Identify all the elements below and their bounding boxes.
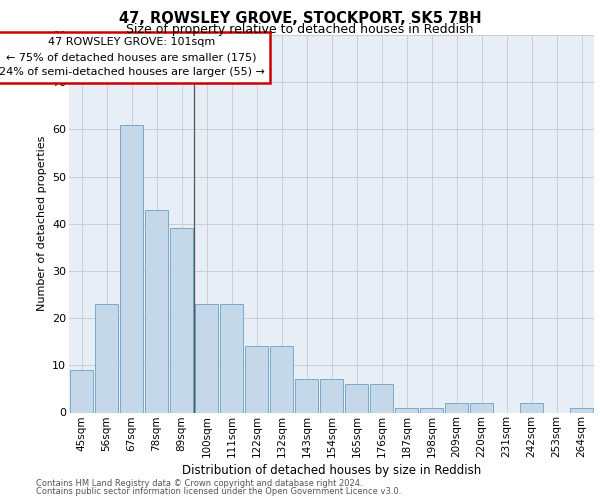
Text: Contains public sector information licensed under the Open Government Licence v3: Contains public sector information licen… (36, 487, 401, 496)
Bar (194, 304, 218, 412)
Bar (70, 370, 94, 412)
Bar (445, 403, 469, 412)
Text: Size of property relative to detached houses in Reddish: Size of property relative to detached ho… (126, 22, 474, 36)
Bar (344, 384, 368, 412)
Y-axis label: Number of detached properties: Number of detached properties (37, 136, 47, 312)
X-axis label: Distribution of detached houses by size in Reddish: Distribution of detached houses by size … (182, 464, 481, 477)
Bar (245, 346, 268, 412)
Bar (470, 403, 493, 412)
Bar (95, 304, 118, 412)
Text: 47 ROWSLEY GROVE: 101sqm
← 75% of detached houses are smaller (175)
24% of semi-: 47 ROWSLEY GROVE: 101sqm ← 75% of detach… (0, 38, 265, 77)
Bar (520, 403, 544, 412)
Bar (220, 304, 244, 412)
Bar (145, 210, 169, 412)
Text: 47, ROWSLEY GROVE, STOCKPORT, SK5 7BH: 47, ROWSLEY GROVE, STOCKPORT, SK5 7BH (119, 11, 481, 26)
Bar (370, 384, 394, 412)
Bar (295, 380, 319, 412)
Text: Contains HM Land Registry data © Crown copyright and database right 2024.: Contains HM Land Registry data © Crown c… (36, 479, 362, 488)
Bar (119, 124, 143, 412)
Bar (569, 408, 593, 412)
Bar (320, 380, 343, 412)
Bar (170, 228, 193, 412)
Bar (395, 408, 418, 412)
Bar (269, 346, 293, 412)
Bar (419, 408, 443, 412)
